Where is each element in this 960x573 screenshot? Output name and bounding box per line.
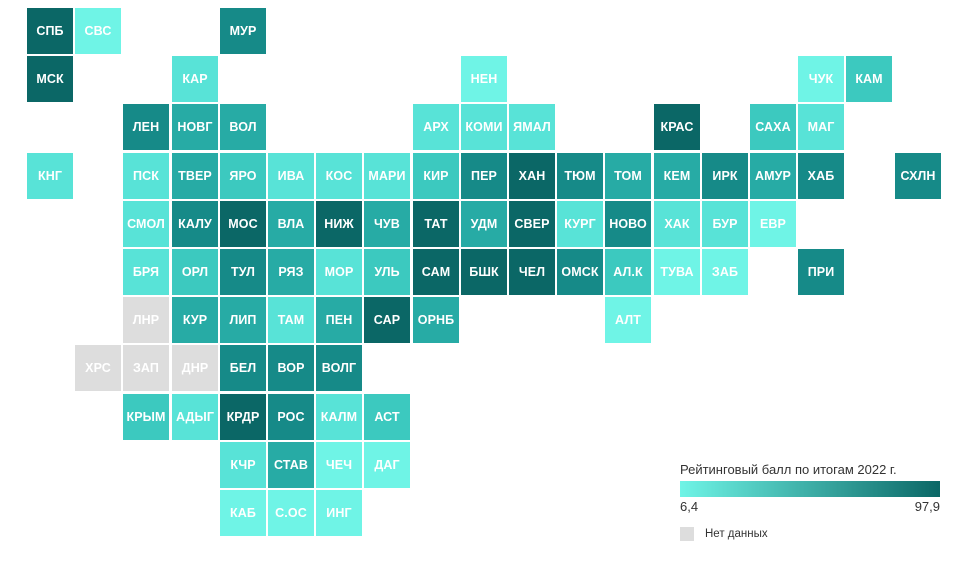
region-tile: ЯРО	[220, 153, 266, 199]
region-tile: ТАМ	[268, 297, 314, 343]
region-tile: АЛ.К	[605, 249, 651, 295]
region-tile: КАЛМ	[316, 394, 362, 440]
region-tile: ТОМ	[605, 153, 651, 199]
no-data-swatch	[680, 527, 694, 541]
region-tile: ЯМАЛ	[509, 104, 555, 150]
region-tile: ЧУК	[798, 56, 844, 102]
region-tile: ЛИП	[220, 297, 266, 343]
no-data-label: Нет данных	[705, 528, 768, 540]
region-tile: НИЖ	[316, 201, 362, 247]
region-tile: КАР	[172, 56, 218, 102]
region-tile: САХА	[750, 104, 796, 150]
region-tile: УДМ	[461, 201, 507, 247]
region-tile: ОРНБ	[413, 297, 459, 343]
region-tile: ХАБ	[798, 153, 844, 199]
region-tile: СВС	[75, 8, 121, 54]
region-tile: ОМСК	[557, 249, 603, 295]
region-tile: СХЛН	[895, 153, 941, 199]
region-tile: ЛНР	[123, 297, 169, 343]
region-tile: ПСК	[123, 153, 169, 199]
region-tile: НОВО	[605, 201, 651, 247]
region-tile: ИРК	[702, 153, 748, 199]
region-tile: ЗАП	[123, 345, 169, 391]
region-tile: АЛТ	[605, 297, 651, 343]
region-tile: КИР	[413, 153, 459, 199]
region-tile: ВОЛГ	[316, 345, 362, 391]
region-tile: СПБ	[27, 8, 73, 54]
region-tile: ЗАБ	[702, 249, 748, 295]
legend: Рейтинговый балл по итогам 2022 г. 6,4 9…	[680, 462, 942, 515]
region-tile: АДЫГ	[172, 394, 218, 440]
region-tile: ЛЕН	[123, 104, 169, 150]
region-tile: КОС	[316, 153, 362, 199]
region-tile: КАМ	[846, 56, 892, 102]
region-tile: СТАВ	[268, 442, 314, 488]
region-tile: СВЕР	[509, 201, 555, 247]
region-tile: ВОР	[268, 345, 314, 391]
region-tile: КРДР	[220, 394, 266, 440]
region-tile: МОР	[316, 249, 362, 295]
region-tile: МОС	[220, 201, 266, 247]
region-tile: ВОЛ	[220, 104, 266, 150]
region-tile: КЧР	[220, 442, 266, 488]
region-tile: НОВГ	[172, 104, 218, 150]
legend-max-value: 97,9	[914, 499, 940, 514]
region-tile: ВЛА	[268, 201, 314, 247]
region-tile: КРАС	[654, 104, 700, 150]
region-tile: КОМИ	[461, 104, 507, 150]
region-tile: ИВА	[268, 153, 314, 199]
region-tile: БЕЛ	[220, 345, 266, 391]
region-tile: КАБ	[220, 490, 266, 536]
region-tile: РОС	[268, 394, 314, 440]
region-tile: МАРИ	[364, 153, 410, 199]
region-tile: КЕМ	[654, 153, 700, 199]
region-tile: ХАК	[654, 201, 700, 247]
region-tile: МАГ	[798, 104, 844, 150]
region-tile: ТВЕР	[172, 153, 218, 199]
region-tile: ТЮМ	[557, 153, 603, 199]
region-tile: ДНР	[172, 345, 218, 391]
region-tile: ХРС	[75, 345, 121, 391]
region-tile: УЛЬ	[364, 249, 410, 295]
region-tile: МСК	[27, 56, 73, 102]
region-tile: НЕН	[461, 56, 507, 102]
region-tile: КАЛУ	[172, 201, 218, 247]
region-tile: АСТ	[364, 394, 410, 440]
region-tile: РЯЗ	[268, 249, 314, 295]
region-tile: ОРЛ	[172, 249, 218, 295]
region-tile: СМОЛ	[123, 201, 169, 247]
region-tile: ПЕР	[461, 153, 507, 199]
region-tile: АРХ	[413, 104, 459, 150]
region-tile: ТУЛ	[220, 249, 266, 295]
region-tile: АМУР	[750, 153, 796, 199]
region-tile: С.ОС	[268, 490, 314, 536]
region-tile: ЧЕЧ	[316, 442, 362, 488]
region-tile: ЧУВ	[364, 201, 410, 247]
legend-gradient-bar	[680, 481, 940, 497]
region-tile: КРЫМ	[123, 394, 169, 440]
region-tile: ПЕН	[316, 297, 362, 343]
region-tile: ТАТ	[413, 201, 459, 247]
region-tile: ИНГ	[316, 490, 362, 536]
legend-min-value: 6,4	[680, 499, 699, 514]
region-tile: САМ	[413, 249, 459, 295]
region-tile: МУР	[220, 8, 266, 54]
region-tile: БУР	[702, 201, 748, 247]
region-tile: ДАГ	[364, 442, 410, 488]
region-tile: КУРГ	[557, 201, 603, 247]
region-tile: БШК	[461, 249, 507, 295]
region-tile: ЕВР	[750, 201, 796, 247]
region-tile: КУР	[172, 297, 218, 343]
region-tile: ХАН	[509, 153, 555, 199]
legend-no-data: Нет данных	[680, 527, 768, 541]
region-tile: ПРИ	[798, 249, 844, 295]
region-tile: КНГ	[27, 153, 73, 199]
region-tile: ТУВА	[654, 249, 700, 295]
legend-scale-labels: 6,4 97,9	[680, 499, 942, 515]
region-tile: САР	[364, 297, 410, 343]
region-tile: ЧЕЛ	[509, 249, 555, 295]
legend-title: Рейтинговый балл по итогам 2022 г.	[680, 462, 897, 477]
region-tile: БРЯ	[123, 249, 169, 295]
